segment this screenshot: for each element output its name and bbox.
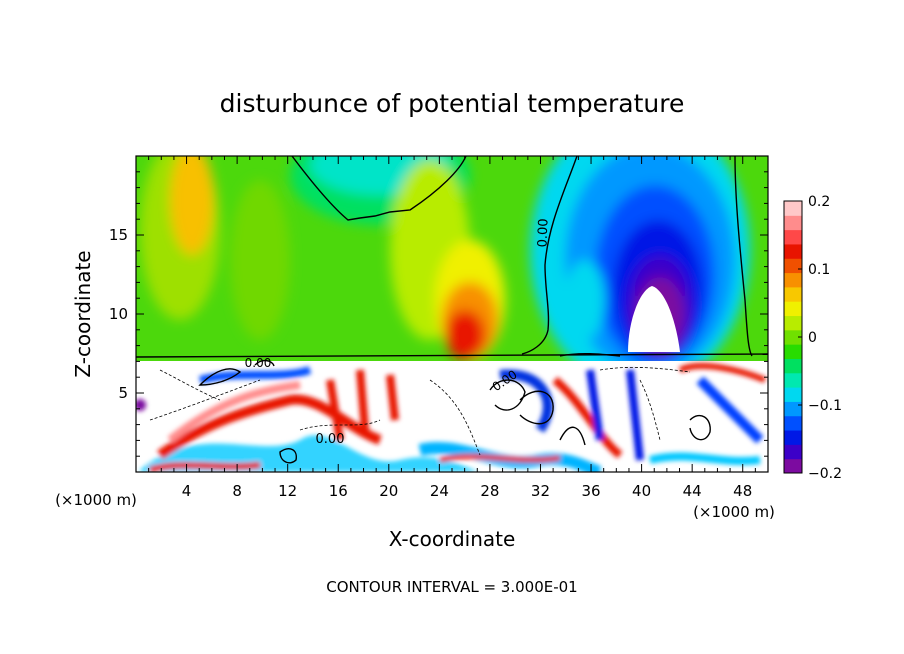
colorbar-swatch [784, 372, 802, 388]
colorbar-swatch [784, 243, 802, 259]
colorbar-swatch [784, 344, 802, 359]
x-tick-label: 4 [182, 482, 192, 500]
colorbar-swatch [784, 272, 802, 288]
colorbar-tick-label: −0.1 [808, 398, 842, 414]
x-tick-label: 40 [632, 482, 651, 500]
colorbar-tick-label: −0.2 [808, 466, 842, 482]
colorbar-swatch [784, 401, 802, 417]
colorbar-swatch [784, 229, 802, 245]
colorbar-swatch [784, 387, 802, 402]
contour-label: 0.00 [316, 432, 345, 447]
z-tick-label: 5 [118, 384, 128, 402]
z-axis: 5 10 15 [109, 171, 768, 457]
colorbar-swatch [784, 215, 802, 231]
x-tick-label: 16 [329, 482, 348, 500]
colorbar-swatch [784, 458, 802, 474]
colorbar-swatch [784, 415, 802, 431]
colorbar-swatch [784, 286, 802, 302]
x-unit-label-left: (×1000 m) [55, 491, 137, 509]
colorbar-tick-label: 0.1 [808, 262, 830, 278]
z-axis-label: Z-coordinate [71, 250, 95, 377]
x-axis-label: X-coordinate [389, 527, 516, 551]
x-tick-label: 28 [480, 482, 499, 500]
x-tick-label: 20 [379, 482, 398, 500]
colorbar-tick-label: 0.2 [808, 194, 830, 210]
x-tick-label: 36 [581, 482, 600, 500]
x-tick-label: 48 [733, 482, 752, 500]
colorbar-swatch [784, 315, 802, 331]
colorbar-swatch [784, 301, 802, 317]
heatmap-field [136, 156, 768, 472]
colorbar-swatch [784, 258, 802, 274]
colorbar-tick-label: 0 [808, 330, 817, 346]
x-axis: 4 8 12 16 20 24 28 32 36 40 44 48 [148, 156, 756, 500]
colorbar: 0.2 0.1 0 −0.1 −0.2 [783, 194, 842, 482]
dashed-contours [149, 366, 691, 456]
colorbar-swatch [784, 430, 802, 445]
x-tick-label: 32 [531, 482, 550, 500]
z-tick-label: 15 [109, 226, 128, 244]
colorbar-swatch [784, 358, 802, 374]
colorbar-swatch [784, 201, 802, 216]
colorbar-swatch [784, 444, 802, 460]
z-tick-label: 10 [109, 305, 128, 323]
contour-interval: CONTOUR INTERVAL = 3.000E-01 [326, 578, 577, 596]
zero-contours [136, 156, 768, 464]
contour-label: 0.00 [245, 356, 272, 370]
colorbar-swatch [784, 329, 802, 345]
chart-title: disturbunce of potential temperature [220, 89, 685, 118]
x-tick-label: 8 [232, 482, 242, 500]
contour-label: 0.00 [536, 218, 552, 247]
x-tick-label: 44 [683, 482, 702, 500]
x-unit-label-right: (×1000 m) [693, 503, 775, 521]
x-tick-label: 12 [278, 482, 297, 500]
x-tick-label: 24 [430, 482, 449, 500]
